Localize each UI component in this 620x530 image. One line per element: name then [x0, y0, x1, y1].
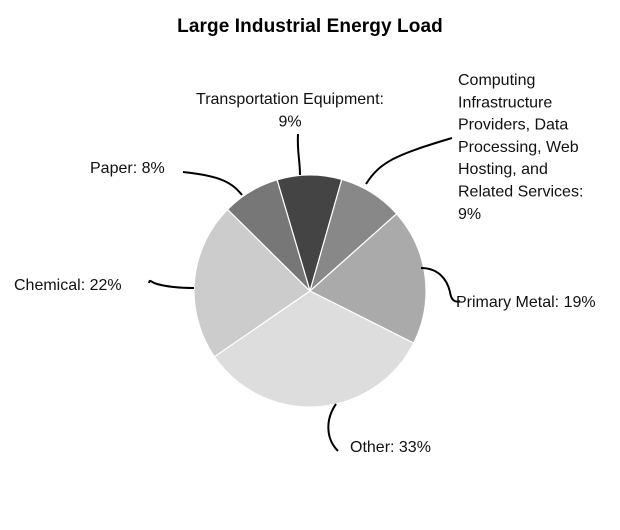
leader-line-chemical — [148, 279, 195, 289]
leader-line-primary-metal — [420, 267, 461, 303]
label-other: Other: 33% — [350, 439, 431, 456]
label-transportation-equipment: Transportation Equipment: 9% — [196, 91, 384, 130]
slice-primary-metal — [308, 212, 427, 344]
label-paper: Paper: 8% — [90, 160, 165, 177]
label-chemical: Chemical: 22% — [14, 277, 122, 294]
pie-slices — [193, 174, 427, 408]
label-computing-infrastructure-providers-data-processing-web-hosting-and-related-services: Computing Infrastructure Providers, Data Pr… — [458, 72, 583, 223]
leader-lines — [148, 133, 461, 452]
chart-title: Large Industrial Energy Load — [177, 16, 443, 37]
slice-paper — [226, 179, 311, 292]
leader-line-transportation-equipment — [296, 133, 301, 176]
slice-labels: Transportation Equipment: 9% Computing Infr… — [14, 72, 596, 456]
slice-chemical — [193, 208, 311, 358]
slice-other — [213, 290, 415, 408]
leader-line-paper — [182, 171, 243, 196]
leader-line-computing-infrastructure-providers-data-processing-web-hosting-and-related-services — [365, 137, 453, 185]
leader-line-other — [327, 403, 339, 452]
label-primary-metal: Primary Metal: 19% — [456, 294, 596, 311]
